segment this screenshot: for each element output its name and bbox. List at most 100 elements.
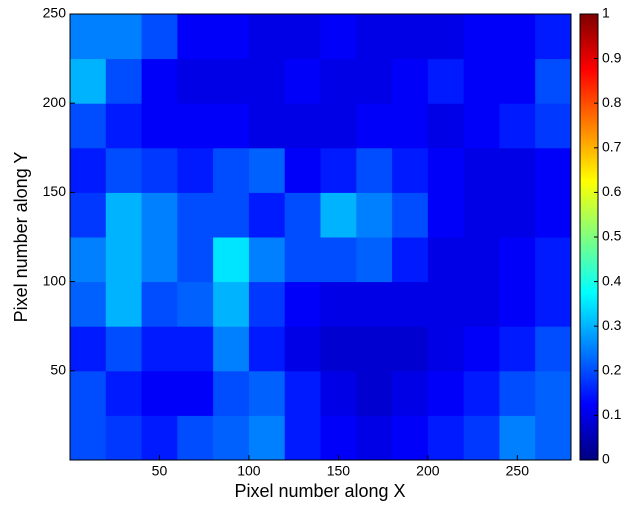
heatmap-cell (177, 103, 214, 149)
heatmap-cell (320, 326, 357, 372)
heatmap-cell (141, 281, 178, 327)
heatmap-cell (535, 237, 572, 283)
heatmap-cell (177, 147, 214, 193)
heatmap-cell (248, 415, 286, 461)
x-tick-label: 200 (416, 463, 440, 479)
heatmap-cell (320, 281, 357, 327)
heatmap-cell (427, 58, 465, 104)
heatmap-cell (177, 58, 214, 104)
heatmap-cell (284, 415, 321, 461)
heatmap-cell (392, 192, 429, 238)
heatmap-cell (213, 326, 250, 372)
heatmap-cell (320, 370, 357, 416)
heatmap-cell (392, 103, 429, 149)
heatmap-cell (70, 58, 107, 104)
heatmap-cell (356, 14, 393, 60)
heatmap-cell (70, 326, 107, 372)
heatmap-cell (141, 147, 178, 193)
colorbar-tick-label: 0.7 (602, 139, 622, 155)
heatmap-cell (427, 192, 465, 238)
heatmap-cell (284, 237, 321, 283)
heatmap-cell (356, 237, 393, 283)
heatmap-cell (284, 14, 321, 60)
heatmap-cell (284, 370, 321, 416)
heatmap-cell (248, 370, 286, 416)
colorbar-tick-label: 0 (602, 451, 610, 467)
x-tick-label: 150 (327, 463, 351, 479)
heatmap-cell (70, 192, 107, 238)
colorbar-tick-label: 0.6 (602, 183, 622, 199)
heatmap-cell (284, 58, 321, 104)
heatmap-cell (105, 58, 143, 104)
heatmap-cell (248, 326, 286, 372)
heatmap-cell (499, 281, 536, 327)
heatmap-cell (356, 147, 393, 193)
heatmap-cell (141, 58, 178, 104)
heatmap-cell (248, 147, 286, 193)
heatmap-cell (284, 103, 321, 149)
colorbar-tick-label: 1 (602, 5, 610, 21)
colorbar-tick-label: 0.8 (602, 94, 622, 110)
heatmap-cell (427, 147, 465, 193)
heatmap-cell (177, 415, 214, 461)
colorbar-tick-label: 0.9 (602, 49, 622, 65)
heatmap-cell (213, 58, 250, 104)
heatmap-cell (463, 237, 500, 283)
heatmap-cell (213, 237, 250, 283)
heatmap-cell (535, 147, 572, 193)
heatmap-cell (499, 14, 536, 60)
y-tick-label: 100 (43, 272, 67, 288)
heatmap-cell (356, 58, 393, 104)
heatmap-cell (320, 147, 357, 193)
heatmap-cell (213, 147, 250, 193)
heatmap-cell (284, 326, 321, 372)
heatmap-cell (392, 370, 429, 416)
heatmap-cell (463, 326, 500, 372)
colorbar-tick-label: 0.5 (602, 228, 622, 244)
heatmap-cell (392, 415, 429, 461)
heatmap-cell (213, 192, 250, 238)
heatmap-cell (141, 415, 178, 461)
heatmap-cell (320, 192, 357, 238)
heatmap-cell (284, 192, 321, 238)
x-tick-label: 250 (506, 463, 530, 479)
heatmap-cell (141, 370, 178, 416)
heatmap-cell (141, 326, 178, 372)
heatmap-cell (392, 14, 429, 60)
heatmap-cell (356, 326, 393, 372)
heatmap-cell (463, 58, 500, 104)
heatmap-cell (105, 14, 143, 60)
heatmap-cell (284, 281, 321, 327)
heatmap-cell (463, 14, 500, 60)
heatmap-cell (392, 326, 429, 372)
x-tick-label: 100 (237, 463, 261, 479)
axes-frame (69, 13, 572, 461)
heatmap-cell (499, 192, 536, 238)
heatmap-cell (70, 281, 107, 327)
heatmap-cell (499, 103, 536, 149)
heatmap-cell (535, 326, 572, 372)
heatmap-cell (248, 103, 286, 149)
heatmap-cell (177, 192, 214, 238)
heatmap-cell (356, 370, 393, 416)
heatmap-cell (535, 370, 572, 416)
heatmap-cell (105, 370, 143, 416)
heatmap-cell (535, 103, 572, 149)
heatmap-cell (284, 147, 321, 193)
heatmap-cell (427, 415, 465, 461)
heatmap-cell (463, 103, 500, 149)
heatmap-cell (105, 326, 143, 372)
heatmap-cell (213, 14, 250, 60)
colorbar-tick-label: 0.2 (602, 362, 622, 378)
heatmap-cell (427, 103, 465, 149)
heatmap-cell (535, 281, 572, 327)
heatmap-cell (105, 147, 143, 193)
heatmap-cell (177, 14, 214, 60)
heatmap-cell (427, 237, 465, 283)
y-tick-label: 150 (43, 183, 67, 199)
heatmap-cell (105, 237, 143, 283)
heatmap-cell (70, 147, 107, 193)
heatmap-cell (427, 281, 465, 327)
heatmap-cell (499, 58, 536, 104)
x-axis-label: Pixel number along X (234, 481, 405, 501)
